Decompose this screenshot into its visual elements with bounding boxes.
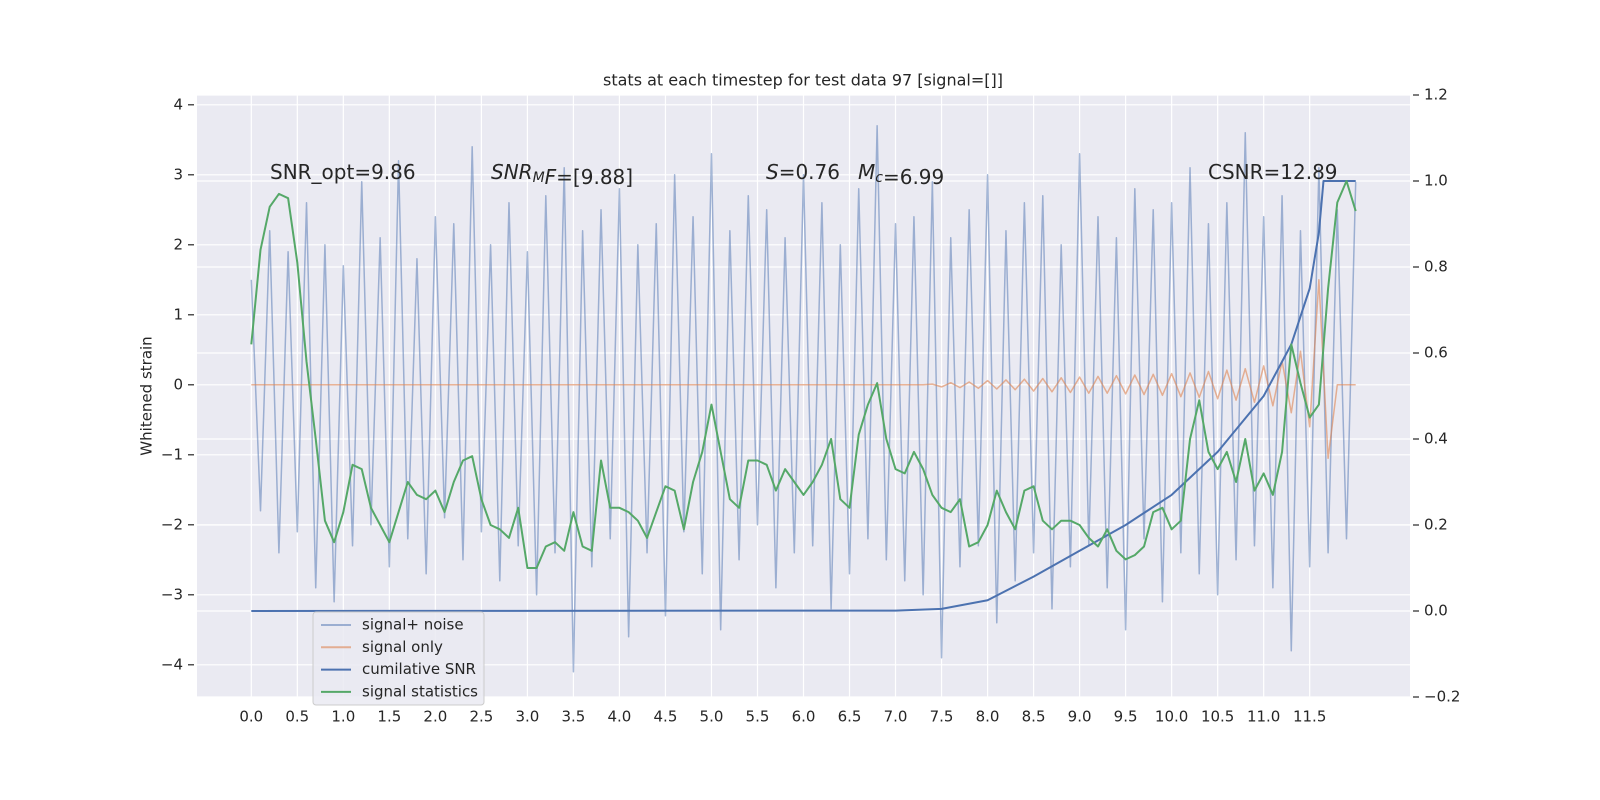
y2-tick-label: 0.2 (1424, 516, 1448, 534)
x-tick-label: 1.0 (331, 708, 355, 726)
series-line (250, 125, 1357, 673)
annotation-part: SNR_opt=9.86 (270, 160, 416, 184)
x-tick-label: 3.5 (561, 708, 585, 726)
y-tick-label: 2 (173, 235, 183, 253)
legend-label: signal statistics (362, 682, 478, 700)
x-tick-label: 10.0 (1155, 708, 1188, 726)
x-tick-label: 11.5 (1293, 708, 1326, 726)
y-tick-label: 4 (173, 95, 183, 113)
annotation-part: M (858, 160, 875, 184)
y-tick-label: −2 (161, 515, 183, 533)
x-tick-label: 2.0 (423, 708, 447, 726)
y2-tick-label: 1.0 (1424, 172, 1448, 190)
x-tick-label: 5.0 (700, 708, 724, 726)
y-tick-label: 0 (173, 375, 183, 393)
annotation: S=0.76 (766, 160, 840, 184)
marks (250, 125, 1357, 673)
y2-tick-label: 1.2 (1424, 86, 1448, 104)
x-tick-label: 6.0 (792, 708, 816, 726)
x-tick-label: 6.5 (838, 708, 862, 726)
y2-tick-label: 0.0 (1424, 602, 1448, 620)
annotation-part: =0.76 (779, 160, 840, 184)
y-tick-label: 1 (173, 305, 183, 323)
legend-label: cumilative SNR (362, 660, 476, 678)
y-tick-label: 3 (173, 165, 183, 183)
y2-tick-label: 0.8 (1424, 258, 1448, 276)
x-tick-label: 0.5 (285, 708, 309, 726)
x-tick-label: 7.0 (884, 708, 908, 726)
annotation-part: SNR (491, 160, 533, 184)
x-tick-label: 9.5 (1114, 708, 1138, 726)
x-tick-label: 2.5 (469, 708, 493, 726)
legend-label: signal only (362, 638, 443, 656)
axes: 0.0 0.5 1.0 1.5 2.0 2.5 3.0 3.5 4.0 4.5 5.0 5.5 6.0 6… (161, 86, 1461, 726)
x-tick-label: 9.0 (1068, 708, 1092, 726)
annotation-part: CSNR=12.89 (1208, 160, 1338, 184)
y-tick-label: −1 (161, 445, 183, 463)
legend-box (312, 611, 485, 706)
legend-label: signal+ noise (362, 616, 464, 634)
y2-tick-label: −0.2 (1424, 688, 1460, 706)
y-tick-label: −4 (161, 655, 183, 673)
annotation: SNRMF=[9.88] (491, 160, 633, 189)
x-tick-label: 4.5 (654, 708, 678, 726)
annotation: SNR_opt=9.86 (270, 160, 416, 184)
x-tick-label: 8.5 (1022, 708, 1046, 726)
x-tick-label: 0.0 (239, 708, 263, 726)
series-line (250, 180, 1357, 569)
x-tick-label: 11.0 (1247, 708, 1280, 726)
annotation-part: M (533, 170, 545, 186)
series-line (251, 180, 1356, 612)
y-axis-label: Whitened strain (138, 336, 156, 455)
y2-tick-label: 0.4 (1424, 430, 1448, 448)
annotation-part: F (545, 165, 557, 189)
annotation-part: =6.99 (883, 165, 944, 189)
annotation-part: =[9.88] (556, 165, 633, 189)
annotation: CSNR=12.89 (1208, 160, 1338, 184)
annotation-part: c (875, 170, 883, 186)
x-tick-label: 5.5 (746, 708, 770, 726)
x-tick-label: 10.5 (1201, 708, 1234, 726)
x-tick-label: 1.5 (377, 708, 401, 726)
y-tick-label: −3 (161, 585, 183, 603)
chart-title: stats at each timestep for test data 97 … (603, 71, 1003, 90)
series-line (251, 279, 1356, 460)
annotation: Mc=6.99 (858, 160, 944, 189)
x-tick-label: 7.5 (930, 708, 954, 726)
annotation-part: S (766, 160, 779, 184)
x-tick-label: 3.0 (515, 708, 539, 726)
y2-tick-label: 0.6 (1424, 344, 1448, 362)
x-tick-label: 8.0 (976, 708, 1000, 726)
x-tick-label: 4.0 (608, 708, 632, 726)
